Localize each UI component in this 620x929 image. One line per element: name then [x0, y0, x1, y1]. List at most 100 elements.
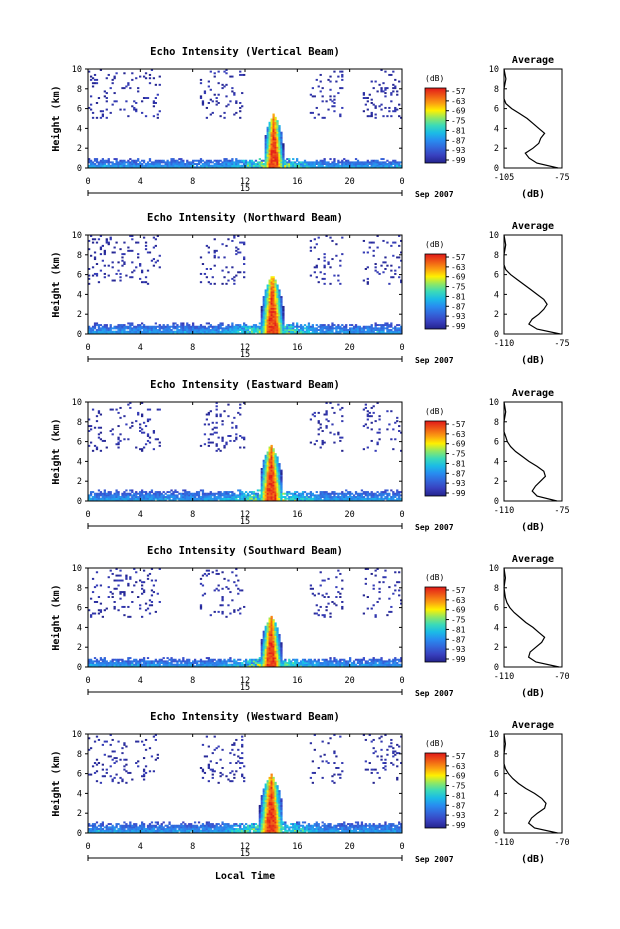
heatmap-cell	[245, 663, 248, 666]
heatmap-cell	[99, 449, 103, 452]
heatmap-cell	[347, 330, 350, 333]
heatmap-cell	[280, 324, 283, 327]
heatmap-cell	[388, 163, 391, 165]
heatmap-cell	[264, 463, 267, 465]
heatmap-cell	[88, 268, 91, 270]
heatmap-cell	[274, 484, 277, 487]
heatmap-cell	[195, 499, 199, 502]
heatmap-cell	[347, 492, 350, 495]
heatmap-cell	[150, 164, 154, 167]
heatmap-cell	[315, 163, 318, 165]
heatmap-cell	[264, 497, 267, 500]
heatmap-cell	[113, 327, 116, 330]
heatmap-cell	[254, 163, 258, 165]
heatmap-cell	[266, 624, 269, 627]
heatmap-cell	[362, 279, 366, 282]
heatmap-cell	[358, 494, 362, 497]
heatmap-cell	[268, 315, 271, 318]
heatmap-cell	[270, 625, 273, 628]
heatmap-cell	[186, 663, 189, 666]
heatmap-cell	[280, 161, 283, 164]
heatmap-cell	[199, 158, 203, 161]
heatmap-cell	[89, 330, 93, 333]
heatmap-cell	[233, 92, 236, 95]
heatmap-cell	[168, 325, 171, 328]
heatmap-cell	[215, 496, 218, 498]
heatmap-cell	[313, 266, 316, 269]
heatmap-cell	[142, 591, 146, 594]
heatmap-cell	[176, 164, 179, 167]
heatmap-cell	[264, 630, 267, 633]
heatmap-cell	[388, 164, 391, 167]
heatmap-cell	[278, 151, 281, 154]
heatmap-cell	[299, 327, 303, 330]
heatmap-cell	[262, 317, 265, 320]
heatmap-cell	[350, 163, 354, 165]
heatmap-cell	[111, 251, 114, 254]
heatmap-cell	[156, 662, 159, 664]
heatmap-cell	[178, 163, 181, 165]
heatmap-cell	[282, 315, 285, 318]
heatmap-cell	[264, 643, 267, 646]
heatmap-cell	[366, 115, 369, 118]
heatmap-cell	[193, 660, 197, 663]
heatmap-cell	[392, 110, 395, 113]
heatmap-cell	[278, 136, 281, 139]
heatmap-cell	[184, 499, 187, 502]
heatmap-cell	[235, 433, 238, 436]
heatmap-cell	[209, 70, 212, 73]
heatmap-cell	[225, 161, 228, 164]
heatmap-cell	[182, 489, 185, 492]
heatmap-cell	[297, 332, 301, 335]
heatmap-cell	[266, 474, 269, 477]
heatmap-cell	[333, 110, 336, 113]
heatmap-cell	[278, 658, 281, 661]
heatmap-cell	[400, 494, 403, 497]
heatmap-cell	[123, 614, 126, 617]
heatmap-cell	[103, 161, 106, 164]
heatmap-cell	[107, 327, 110, 330]
heatmap-cell	[270, 489, 273, 492]
heatmap-cell	[278, 482, 281, 485]
heatmap-cell	[278, 332, 281, 335]
heatmap-cell	[278, 492, 281, 495]
heatmap-cell	[193, 499, 197, 502]
heatmap-cell	[233, 494, 236, 497]
heatmap-cell	[115, 489, 118, 492]
heatmap-cell	[270, 469, 273, 472]
heatmap-cell	[268, 629, 271, 631]
heatmap-cell	[356, 492, 360, 495]
heatmap-cell	[276, 304, 279, 307]
heatmap-cell	[264, 301, 267, 303]
heatmap-cell	[354, 324, 358, 327]
heatmap-cell	[117, 411, 120, 414]
heatmap-cell	[148, 492, 152, 495]
heatmap-cell	[225, 665, 228, 668]
heatmap-cell	[95, 78, 99, 81]
heatmap-cell	[268, 284, 271, 287]
heatmap-cell	[135, 164, 138, 167]
heatmap-cell	[323, 497, 326, 500]
heatmap-cell	[91, 111, 95, 114]
heatmap-cell	[343, 497, 346, 500]
heatmap-cell	[323, 282, 326, 285]
heatmap-cell	[89, 662, 93, 664]
heatmap-cell	[266, 459, 269, 462]
heatmap-cell	[203, 663, 207, 666]
heatmap-cell	[117, 163, 120, 165]
heatmap-cell	[396, 492, 399, 495]
heatmap-cell	[235, 426, 238, 429]
heatmap-cell	[260, 496, 263, 498]
heatmap-cell	[211, 660, 214, 663]
heatmap-cell	[262, 329, 265, 331]
heatmap-cell	[144, 665, 148, 668]
heatmap-cell	[111, 408, 114, 411]
heatmap-cell	[354, 158, 358, 161]
heatmap-cell	[382, 161, 385, 164]
heatmap-cell	[268, 466, 271, 469]
heatmap-cell	[276, 320, 279, 323]
heatmap-cell	[386, 330, 389, 333]
heatmap-cell	[209, 161, 212, 164]
heatmap-cell	[274, 647, 277, 650]
heatmap-cell	[274, 310, 277, 313]
